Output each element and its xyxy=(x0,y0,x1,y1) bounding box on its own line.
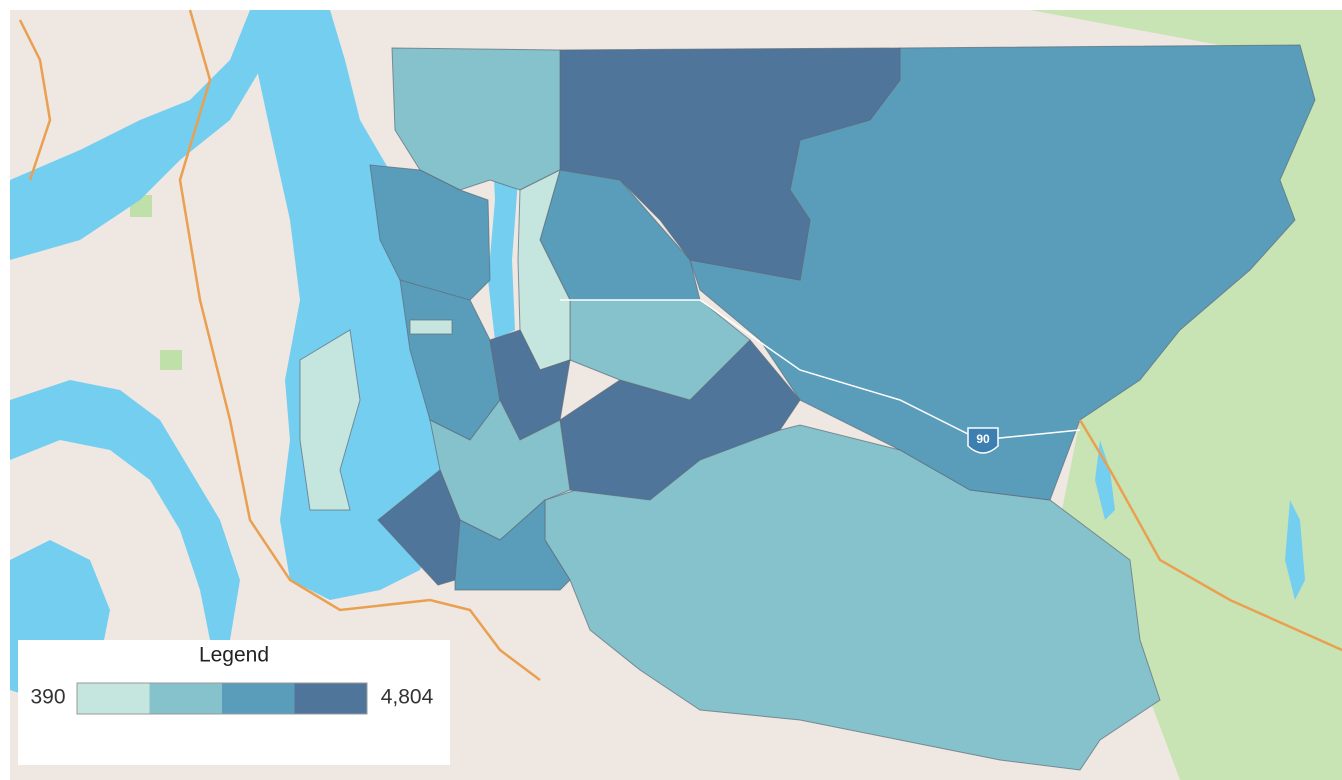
legend-swatch xyxy=(149,683,222,714)
shield-label: 90 xyxy=(976,432,990,446)
legend-swatch xyxy=(294,683,367,714)
forest-area xyxy=(1030,10,1342,780)
legend-scale-border xyxy=(76,682,368,715)
region xyxy=(454,498,571,591)
interstate-shield xyxy=(967,427,999,454)
region xyxy=(391,47,561,191)
legend-min: 390 xyxy=(30,686,65,709)
legend-max: 4,804 xyxy=(381,686,434,709)
legend-scale xyxy=(76,682,368,715)
vashon-island xyxy=(299,329,361,511)
legend-title: Legend xyxy=(199,644,269,667)
highway xyxy=(1078,419,1342,652)
highway xyxy=(178,9,541,681)
region xyxy=(369,164,491,301)
legend-swatch xyxy=(77,683,150,714)
highway xyxy=(18,19,52,181)
legend-swatch xyxy=(222,683,295,714)
region xyxy=(409,319,453,335)
park xyxy=(160,350,182,370)
